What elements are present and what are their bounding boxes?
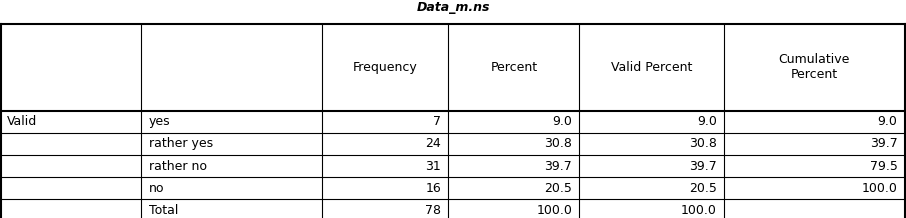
Text: 79.5: 79.5 xyxy=(870,160,897,173)
Text: 39.7: 39.7 xyxy=(870,137,897,150)
Text: 20.5: 20.5 xyxy=(689,182,717,195)
Text: rather no: rather no xyxy=(149,160,207,173)
Text: 100.0: 100.0 xyxy=(536,204,573,217)
Text: Cumulative
Percent: Cumulative Percent xyxy=(778,53,850,82)
Text: 31: 31 xyxy=(426,160,441,173)
Text: yes: yes xyxy=(149,115,170,128)
Text: 39.7: 39.7 xyxy=(545,160,573,173)
Text: 100.0: 100.0 xyxy=(681,204,717,217)
Text: 100.0: 100.0 xyxy=(862,182,897,195)
Text: 16: 16 xyxy=(426,182,441,195)
Text: 30.8: 30.8 xyxy=(689,137,717,150)
Text: 9.0: 9.0 xyxy=(697,115,717,128)
Text: Valid: Valid xyxy=(7,115,37,128)
Text: 9.0: 9.0 xyxy=(553,115,573,128)
Text: 78: 78 xyxy=(425,204,441,217)
Text: no: no xyxy=(149,182,164,195)
Text: 9.0: 9.0 xyxy=(878,115,897,128)
Text: rather yes: rather yes xyxy=(149,137,213,150)
Text: Valid Percent: Valid Percent xyxy=(611,61,692,74)
Text: Data_m.ns: Data_m.ns xyxy=(416,1,490,14)
Text: Frequency: Frequency xyxy=(352,61,418,74)
Text: 24: 24 xyxy=(426,137,441,150)
Text: 20.5: 20.5 xyxy=(545,182,573,195)
Text: Total: Total xyxy=(149,204,178,217)
Text: Percent: Percent xyxy=(490,61,537,74)
Text: 7: 7 xyxy=(433,115,441,128)
Text: 39.7: 39.7 xyxy=(689,160,717,173)
Text: 30.8: 30.8 xyxy=(545,137,573,150)
